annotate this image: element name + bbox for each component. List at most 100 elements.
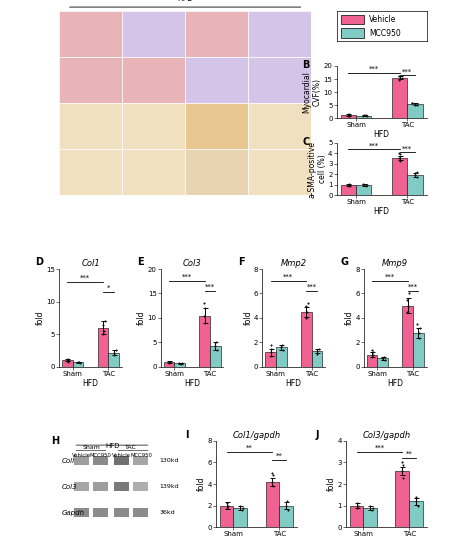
Bar [402,306,413,367]
Bar [356,116,372,118]
Bar [185,57,248,103]
Text: Vehicle: Vehicle [369,16,396,24]
Title: Col1/gapdh: Col1/gapdh [232,431,281,440]
Bar [356,185,372,195]
Bar [407,175,422,195]
Bar [248,57,311,103]
Bar [114,482,129,491]
Text: ***: *** [369,143,379,148]
Text: ***: *** [402,68,412,74]
Bar [185,149,248,195]
Bar [122,57,185,103]
Text: ***: *** [205,284,215,289]
Text: J: J [315,430,319,441]
Bar [59,57,122,103]
Bar [114,456,129,465]
Y-axis label: a-SMA-positive
cell (%): a-SMA-positive cell (%) [307,140,327,197]
X-axis label: HFD: HFD [374,207,390,216]
Text: ***: *** [80,274,91,281]
Bar [377,358,388,367]
Text: E: E [137,257,144,267]
X-axis label: HFD: HFD [374,130,390,139]
Bar [134,508,148,517]
Bar [367,355,377,367]
Text: Vehicle: Vehicle [73,453,91,458]
Bar [395,471,409,527]
Text: ***: *** [283,274,293,280]
Bar [74,456,90,465]
Bar [279,506,293,527]
Text: ***: *** [408,284,418,289]
Text: HFD: HFD [106,443,120,449]
Bar [98,328,109,367]
Bar [341,185,356,195]
Bar [392,158,407,195]
Bar [185,103,248,149]
Bar [364,508,377,527]
Y-axis label: fold: fold [345,311,354,325]
Bar [74,482,90,491]
Text: Sham: Sham [82,444,100,450]
Bar [220,506,234,527]
Text: 36kd: 36kd [159,510,175,515]
Text: H: H [51,436,59,445]
Text: ***: *** [374,444,384,450]
Bar [413,332,424,367]
Y-axis label: fold: fold [197,477,206,491]
Text: **: ** [276,453,283,459]
Text: F: F [238,257,245,267]
Text: Coll: Coll [62,458,74,464]
Text: *: * [107,285,110,291]
Bar [248,103,311,149]
Bar [248,11,311,57]
Bar [92,482,108,491]
Text: MCC950: MCC950 [89,453,111,458]
Text: ***: *** [369,66,379,72]
Y-axis label: fold: fold [327,477,336,491]
Text: D: D [36,257,44,267]
Y-axis label: Myocardial
CVF(%): Myocardial CVF(%) [303,71,322,113]
Text: ***: *** [182,274,192,280]
Bar [92,508,108,517]
Bar [276,348,287,367]
Text: ***: *** [307,284,317,289]
Bar [265,482,279,527]
Bar [92,456,108,465]
Title: Col3/gapdh: Col3/gapdh [362,431,410,440]
Text: I: I [185,430,189,441]
Title: Col3: Col3 [183,259,201,268]
Bar [265,352,276,367]
Title: Col1: Col1 [81,259,100,268]
Text: C: C [302,137,310,147]
Bar [174,363,185,367]
Text: Col3: Col3 [62,484,77,490]
Y-axis label: fold: fold [36,311,45,325]
Bar [134,482,148,491]
Bar [199,316,210,367]
Text: 130kd: 130kd [159,458,179,463]
Bar [74,508,90,517]
Text: 139kd: 139kd [159,484,179,489]
Bar [210,346,220,367]
FancyBboxPatch shape [341,29,364,38]
Bar [73,363,83,367]
Y-axis label: fold: fold [243,311,252,325]
Bar [122,149,185,195]
Title: Mmp2: Mmp2 [281,259,307,268]
Bar [301,312,311,367]
Bar [122,11,185,57]
Bar [114,508,129,517]
Text: Gapdh: Gapdh [62,509,84,515]
Text: MCC950: MCC950 [369,29,401,38]
Text: B: B [302,60,310,70]
X-axis label: HFD: HFD [286,379,302,387]
Bar [164,362,174,367]
Bar [311,351,322,367]
Bar [59,11,122,57]
X-axis label: HFD: HFD [387,379,403,387]
FancyBboxPatch shape [341,15,364,24]
Title: Mmp9: Mmp9 [382,259,408,268]
Bar [392,77,407,118]
Bar [248,149,311,195]
Text: MCC950: MCC950 [130,453,152,458]
